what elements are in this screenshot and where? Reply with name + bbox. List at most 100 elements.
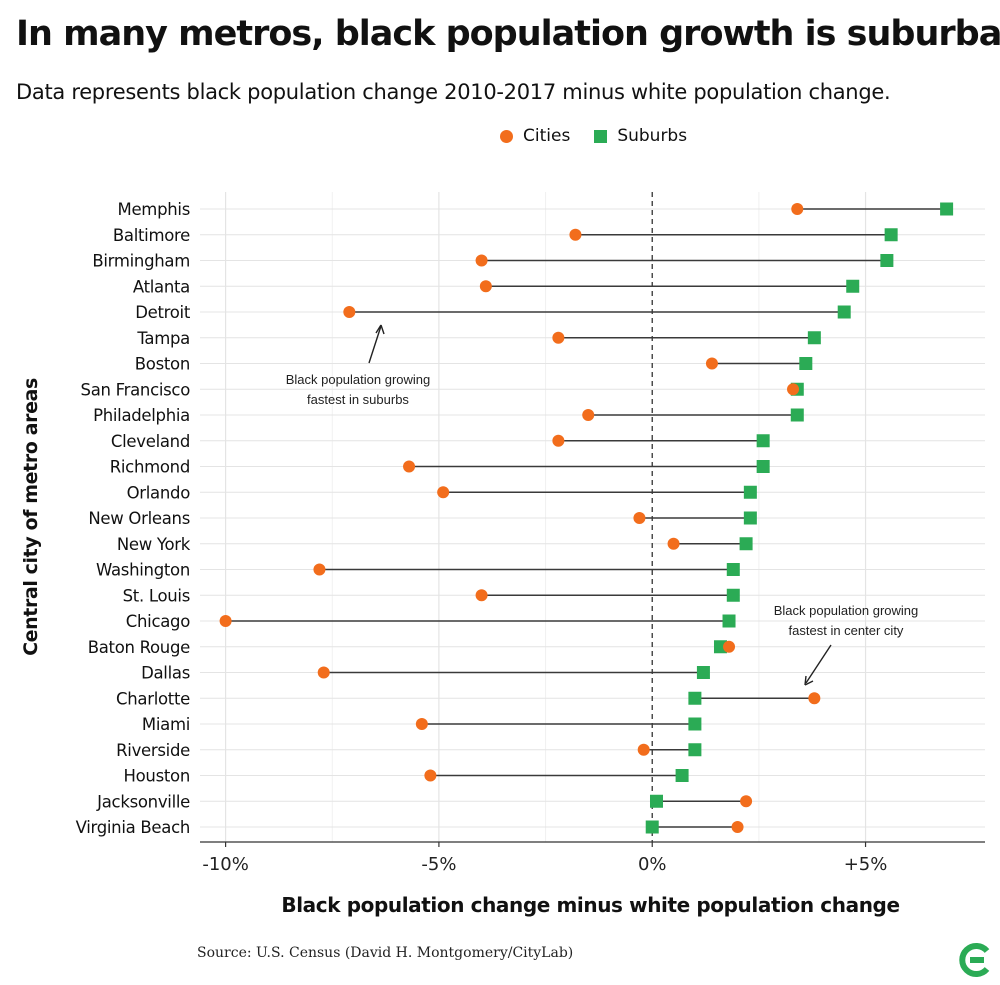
y-tick-label: St. Louis [123, 586, 190, 605]
cities-point [317, 666, 330, 679]
cities-point [723, 640, 736, 653]
y-tick-label: Jacksonville [96, 792, 190, 811]
annotation-suburbs-text: fastest in suburbs [307, 392, 409, 407]
suburbs-point [726, 563, 740, 576]
y-tick-label: Dallas [141, 664, 190, 683]
cities-point [424, 769, 437, 782]
annotation-suburbs-arrowhead [375, 324, 385, 335]
x-tick-label: -10% [202, 854, 249, 875]
annotation-suburbs-text: Black population growing [286, 372, 431, 387]
y-tick-label: New York [117, 535, 191, 554]
chart-subtitle: Data represents black population change … [16, 80, 891, 104]
suburbs-point [743, 485, 757, 499]
source-note: Source: U.S. Census (David H. Montgomery… [197, 945, 574, 961]
y-tick-label: Boston [135, 355, 190, 374]
legend-suburbs-label: Suburbs [617, 126, 688, 146]
suburbs-point [713, 640, 727, 654]
cities-point [403, 460, 416, 473]
cities-point [475, 589, 488, 602]
suburbs-point [739, 537, 753, 551]
cities-point [552, 434, 565, 447]
y-tick-label: San Francisco [81, 380, 191, 399]
suburbs-point [688, 691, 702, 705]
y-tick-label: Virginia Beach [76, 818, 190, 837]
y-tick-label: Houston [124, 767, 190, 786]
chart-title: In many metros, black population growth … [16, 14, 1000, 54]
cities-point [343, 306, 356, 318]
cities-point [787, 383, 800, 396]
cities-point [740, 795, 753, 808]
suburbs-point [884, 228, 898, 242]
suburbs-point [726, 588, 740, 602]
grid-lines [200, 192, 985, 842]
cities-point [808, 692, 821, 705]
suburbs-point [649, 794, 663, 808]
suburbs-point [846, 279, 860, 293]
y-tick-label: Cleveland [111, 432, 190, 451]
suburbs-point [756, 434, 770, 448]
annotation-center-city: Black population growing fastest in cente… [774, 603, 919, 686]
suburbs-point [675, 769, 689, 782]
x-axis-title: Black population change minus white popu… [281, 893, 899, 917]
y-tick-label: Memphis [118, 200, 190, 219]
suburbs-point [688, 743, 702, 757]
cities-point [731, 821, 744, 833]
y-tick-label: Baltimore [113, 226, 190, 245]
cities-point [637, 743, 650, 756]
annotation-suburbs: Black population growing fastest in subur… [286, 324, 431, 407]
y-tick-label: Detroit [135, 303, 191, 322]
annotation-center-city-text: fastest in center city [789, 623, 904, 638]
y-tick-label: Chicago [126, 612, 190, 631]
legend-suburbs-marker [594, 129, 608, 143]
cities-point [313, 563, 326, 576]
annotation-center-city-arrowhead [804, 675, 814, 686]
legend-item-cities: Cities [500, 126, 570, 146]
suburbs-point [880, 254, 894, 267]
cities-point [705, 357, 718, 370]
y-tick-label: Tampa [136, 329, 190, 348]
cities-point [475, 254, 488, 267]
cities-point [437, 486, 450, 499]
suburbs-point [645, 820, 659, 834]
suburbs-point [799, 357, 813, 370]
suburbs-point [756, 460, 770, 473]
cities-point [633, 512, 646, 524]
legend-cities-marker [500, 129, 513, 143]
y-tick-label: New Orleans [88, 509, 190, 528]
x-tick-label: +5% [844, 854, 888, 875]
cities-point [219, 615, 232, 627]
y-tick-label: Charlotte [116, 689, 190, 708]
cities-point [667, 537, 680, 550]
suburbs-point [688, 717, 702, 731]
cities-point [479, 280, 492, 293]
cities-point [415, 718, 428, 730]
y-tick-label: Philadelphia [93, 406, 190, 425]
x-tick-label: 0% [638, 854, 667, 875]
y-tick-label: Washington [96, 561, 190, 580]
annotation-center-city-text: Black population growing [774, 603, 919, 618]
legend: Cities Suburbs [500, 126, 711, 146]
suburbs-point [790, 408, 804, 422]
y-tick-label: Richmond [110, 458, 190, 477]
annotation-suburbs-arrow [368, 325, 382, 364]
annotation-center-city-arrow [805, 644, 832, 684]
suburbs-point [940, 202, 954, 216]
y-axis-title: Central city of metro areas [20, 378, 42, 656]
citylab-logo-icon [959, 943, 990, 977]
y-tick-label: Birmingham [92, 252, 190, 271]
legend-item-suburbs: Suburbs [594, 126, 687, 146]
suburbs-point [837, 305, 851, 319]
suburbs-point [722, 614, 736, 628]
y-tick-label: Miami [142, 715, 190, 734]
suburbs-point [696, 666, 710, 679]
cities-point [569, 228, 582, 241]
cities-point [582, 409, 595, 421]
y-tick-label: Atlanta [133, 277, 190, 296]
y-tick-label: Riverside [116, 741, 190, 760]
legend-cities-label: Cities [523, 126, 571, 146]
cities-point [552, 331, 565, 344]
suburbs-point [807, 331, 821, 345]
cities-point [791, 203, 804, 215]
y-tick-label: Baton Rouge [88, 638, 190, 657]
